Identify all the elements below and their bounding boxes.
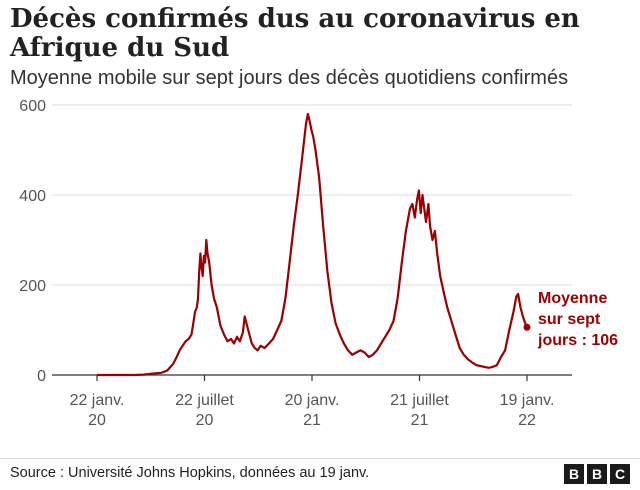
x-tick-label: 22 juillet 20: [175, 392, 234, 429]
x-tick-label: 20 janv. 21: [285, 392, 340, 429]
chart-subtitle: Moyenne mobile sur sept jours des décès …: [10, 67, 569, 89]
x-axis: 22 janv. 20 22 juillet 20 20 janv. 21 21 juill…: [52, 374, 572, 429]
series-group: [97, 112, 529, 377]
line-chart: 0 200 400 600 22 janv. 20 22 juillet 20 20 janv…: [19, 98, 618, 429]
x-tick-label: 21 juillet 21: [390, 392, 449, 429]
y-tick-label: 200: [19, 278, 46, 295]
bbc-logo-letter: B: [587, 464, 607, 484]
source-note: Source : Université Johns Hopkins, donné…: [10, 465, 370, 481]
annotation-label: Moyenne sur sept jours : 106: [537, 290, 618, 349]
latest-value-dot: [523, 323, 531, 331]
x-tick-label: 22 janv. 20: [70, 392, 125, 429]
footer-divider: [0, 458, 640, 459]
y-axis-ticks: 0 200 400 600: [19, 98, 46, 385]
y-tick-label: 600: [19, 98, 46, 115]
bbc-logo: B B C: [564, 464, 630, 484]
y-tick-label: 0: [37, 368, 46, 385]
bbc-logo-letter: C: [610, 464, 630, 484]
bbc-logo-letter: B: [564, 464, 584, 484]
annotation-group: Moyenne sur sept jours : 106: [523, 290, 618, 349]
y-tick-label: 400: [19, 188, 46, 205]
chart-title: Décès confirmés dus au coronavirus en Af…: [10, 4, 580, 63]
grid-lines: [52, 104, 572, 286]
series-line: [97, 112, 529, 377]
x-tick-label: 19 janv. 22: [500, 392, 555, 429]
